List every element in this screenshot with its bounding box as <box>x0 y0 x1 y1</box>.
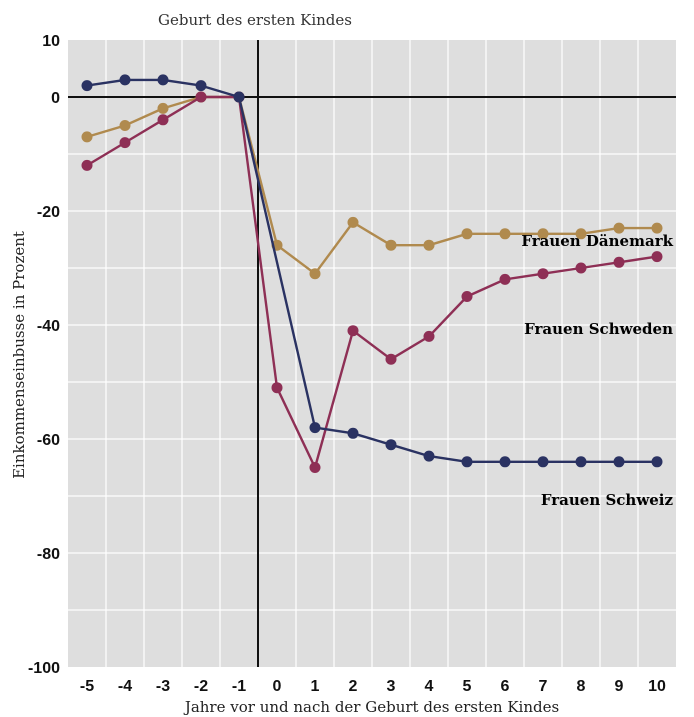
x-tick-label: 1 <box>311 678 320 695</box>
data-point <box>651 456 663 468</box>
data-point <box>499 456 511 468</box>
data-point <box>81 80 93 92</box>
data-point <box>233 91 245 103</box>
data-point <box>119 137 131 149</box>
data-point <box>613 256 625 268</box>
data-point <box>499 228 511 240</box>
x-tick-labels: -5 -4 -3 -2 -1 0 1 2 3 4 5 6 7 8 9 10 <box>80 678 666 695</box>
data-point <box>119 120 131 131</box>
data-point <box>81 131 93 143</box>
birth-annotation: Geburt des ersten Kindes <box>158 11 352 29</box>
data-point <box>385 353 397 365</box>
data-point <box>309 268 321 280</box>
x-tick-label: 8 <box>577 678 586 695</box>
data-point <box>157 102 169 114</box>
data-point <box>423 330 435 342</box>
data-point <box>157 114 169 126</box>
series-line-1 <box>86 95 658 469</box>
data-point <box>309 422 321 434</box>
data-point <box>195 91 207 103</box>
y-axis-title: Einkommenseinbusse in Prozent <box>10 231 28 479</box>
y-tick-label: -40 <box>37 318 60 335</box>
data-point <box>613 456 625 468</box>
data-point <box>385 239 397 251</box>
y-tick-label: -20 <box>37 204 60 221</box>
series-label-denmark: Frauen Dänemark <box>521 232 673 250</box>
x-tick-label: -4 <box>118 678 132 695</box>
data-point <box>461 456 473 468</box>
data-point <box>385 439 397 451</box>
data-point <box>347 427 359 439</box>
x-tick-label: 7 <box>539 678 548 695</box>
data-point <box>347 216 359 228</box>
data-point <box>423 450 435 462</box>
data-point <box>347 325 359 337</box>
axes <box>68 40 676 667</box>
y-tick-labels: 10 0 -20 -40 -60 -80 -100 <box>28 33 60 677</box>
y-tick-label: -100 <box>28 660 60 677</box>
data-point <box>119 74 131 86</box>
data-point <box>271 382 283 394</box>
x-tick-label: -5 <box>80 678 94 695</box>
data-point <box>423 239 435 251</box>
data-point <box>81 159 93 171</box>
data-point <box>575 262 587 274</box>
data-point <box>575 228 587 240</box>
data-point <box>537 268 549 280</box>
y-tick-label: -60 <box>37 432 60 449</box>
data-point <box>651 222 663 234</box>
x-tick-label: 10 <box>648 678 666 695</box>
data-point <box>499 273 511 285</box>
y-tick-label: 10 <box>42 33 60 50</box>
data-point <box>309 462 321 473</box>
x-tick-label: 6 <box>501 678 510 695</box>
data-point <box>157 74 169 86</box>
data-point <box>537 456 549 468</box>
x-tick-label: 2 <box>349 678 358 695</box>
y-tick-label: -80 <box>37 546 60 563</box>
series-line-0 <box>86 95 657 275</box>
grid-lines <box>68 40 676 667</box>
data-point <box>461 228 473 240</box>
x-tick-label: 9 <box>615 678 624 695</box>
series-label-sweden: Frauen Schweden <box>524 320 673 338</box>
x-axis-title: Jahre vor und nach der Geburt des ersten… <box>183 698 559 716</box>
x-tick-label: 0 <box>273 678 282 695</box>
x-tick-label: 5 <box>463 678 472 695</box>
series-group <box>81 74 663 473</box>
data-point <box>195 80 207 92</box>
x-tick-label: -1 <box>232 678 246 695</box>
data-point <box>651 251 663 263</box>
series-label-switzerland: Frauen Schweiz <box>541 491 674 509</box>
data-point <box>461 291 473 302</box>
x-tick-label: -3 <box>156 678 170 695</box>
x-tick-label: -2 <box>194 678 208 695</box>
data-point <box>613 222 625 234</box>
x-tick-label: 4 <box>425 678 434 695</box>
data-point <box>575 456 587 468</box>
y-tick-label: 0 <box>51 90 60 107</box>
x-tick-label: 3 <box>387 678 396 695</box>
data-point <box>537 228 549 240</box>
